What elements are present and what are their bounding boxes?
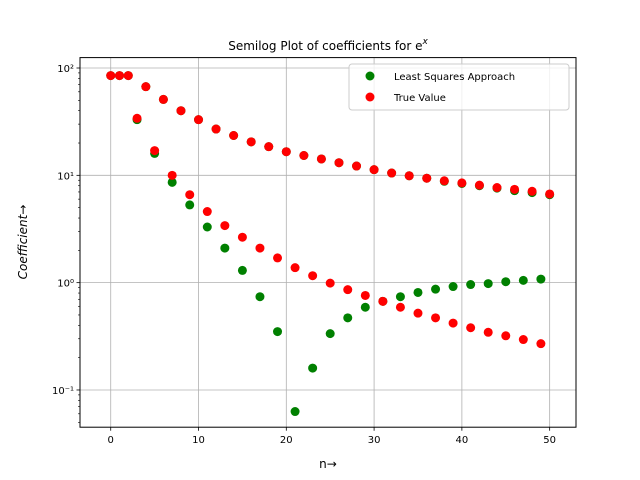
- true-value-point: [158, 94, 168, 104]
- true-value-point: [431, 313, 441, 323]
- true-value-point: [255, 243, 265, 253]
- true-value-point: [325, 278, 335, 288]
- y-tick-label: 10²: [57, 64, 74, 75]
- true-value-point: [220, 221, 230, 231]
- least-squares-point: [360, 302, 370, 312]
- true-value-point: [492, 183, 502, 193]
- true-value-point: [132, 113, 142, 123]
- true-value-point: [290, 263, 300, 273]
- y-tick-label: 10⁰: [57, 279, 74, 290]
- least-squares-point: [501, 277, 511, 287]
- true-value-point: [448, 318, 458, 328]
- least-squares-point: [202, 222, 212, 232]
- least-squares-point: [413, 287, 423, 297]
- chart-title-superscript: x: [421, 37, 428, 47]
- least-squares-point: [325, 329, 335, 339]
- least-squares-point: [483, 279, 493, 289]
- true-value-point: [352, 161, 362, 171]
- least-squares-point: [237, 265, 247, 275]
- x-tick-label: 20: [280, 435, 293, 446]
- true-value-point: [281, 147, 291, 157]
- least-squares-point: [518, 275, 528, 285]
- least-squares-point: [431, 284, 441, 294]
- true-value-point: [457, 178, 467, 188]
- true-value-point: [466, 323, 476, 333]
- true-value-point: [536, 339, 546, 349]
- least-squares-point: [343, 313, 353, 323]
- true-value-point: [308, 271, 318, 281]
- least-squares-point: [290, 407, 300, 417]
- legend-marker-true-value: [365, 92, 375, 102]
- true-value-point: [501, 331, 511, 341]
- legend-label-true-value: True Value: [393, 93, 446, 104]
- chart-title: Semilog Plot of coefficients for ex: [228, 37, 428, 53]
- least-squares-point: [466, 280, 476, 290]
- true-value-point: [343, 285, 353, 295]
- x-axis-ticks: 0 10 20 30 40 50: [108, 427, 556, 446]
- true-value-point: [273, 253, 283, 263]
- plot-frame: [79, 57, 577, 428]
- true-value-point: [299, 151, 309, 161]
- true-value-point: [211, 124, 221, 134]
- legend: Least Squares Approach True Value: [348, 63, 570, 111]
- true-value-point: [106, 71, 116, 81]
- true-value-point: [545, 189, 555, 199]
- true-value-point: [237, 232, 247, 242]
- true-value-point: [316, 154, 326, 164]
- legend-marker-least-squares: [365, 71, 375, 81]
- legend-box: [348, 63, 570, 111]
- least-squares-point: [167, 177, 177, 187]
- legend-label-least-squares: Least Squares Approach: [394, 72, 515, 83]
- true-value-point: [150, 146, 160, 156]
- least-squares-point: [255, 292, 265, 302]
- true-value-point: [527, 186, 537, 196]
- y-tick-label: 10¹: [57, 171, 74, 182]
- true-value-point: [510, 184, 520, 194]
- true-value-point: [395, 302, 405, 312]
- true-value-point: [334, 158, 344, 168]
- y-axis-label: Coefficient→: [16, 205, 30, 280]
- true-value-point: [167, 170, 177, 180]
- least-squares-point: [395, 292, 405, 302]
- true-value-point: [123, 71, 133, 81]
- true-value-point: [176, 106, 186, 116]
- least-squares-point: [536, 274, 546, 284]
- true-value-point: [422, 173, 432, 183]
- true-value-point: [369, 165, 379, 175]
- x-tick-label: 10: [192, 435, 205, 446]
- true-value-point: [141, 82, 151, 92]
- true-value-point: [474, 180, 484, 190]
- x-axis-label: n→: [319, 457, 337, 471]
- true-value-point: [229, 131, 239, 141]
- y-axis-ticks: 10⁻¹ 10⁰ 10¹ 10²: [52, 64, 80, 423]
- true-value-point: [185, 190, 195, 200]
- true-value-point: [202, 207, 212, 217]
- true-value-point: [246, 137, 256, 147]
- least-squares-point: [308, 363, 318, 373]
- true-value-point: [518, 335, 528, 345]
- x-tick-label: 30: [368, 435, 381, 446]
- true-value-point: [413, 308, 423, 318]
- least-squares-point: [220, 243, 230, 253]
- data-points: [106, 71, 555, 417]
- true-value-point: [264, 142, 274, 152]
- true-value-point: [378, 296, 388, 306]
- true-value-point: [387, 168, 397, 178]
- true-value-point: [404, 171, 414, 181]
- true-value-point: [115, 71, 125, 81]
- least-squares-point: [273, 327, 283, 337]
- true-value-point: [439, 176, 449, 186]
- true-value-point: [194, 115, 204, 125]
- x-tick-label: 0: [108, 435, 114, 446]
- true-value-point: [360, 290, 370, 300]
- least-squares-point: [448, 282, 458, 292]
- y-tick-label: 10⁻¹: [52, 386, 74, 397]
- x-tick-label: 40: [456, 435, 469, 446]
- x-tick-label: 50: [543, 435, 556, 446]
- least-squares-point: [185, 200, 195, 210]
- true-value-point: [483, 327, 493, 337]
